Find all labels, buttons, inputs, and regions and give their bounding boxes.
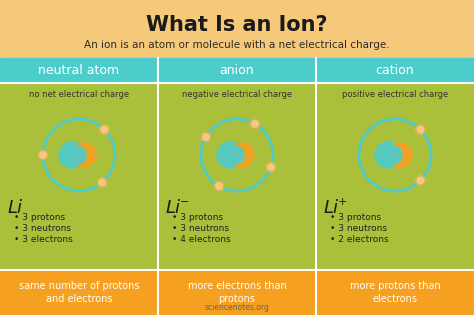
- Text: no net electrical charge: no net electrical charge: [29, 90, 129, 99]
- Circle shape: [226, 146, 244, 164]
- Bar: [316, 83, 474, 270]
- Text: • 4 electrons: • 4 electrons: [172, 235, 231, 244]
- Circle shape: [100, 125, 109, 134]
- Text: Li: Li: [8, 199, 23, 217]
- Circle shape: [388, 143, 412, 167]
- Bar: [316, 270, 474, 315]
- Bar: [158, 270, 316, 315]
- Text: negative electrical charge: negative electrical charge: [182, 90, 292, 99]
- Bar: [0, 83, 158, 270]
- Text: • 2 electrons: • 2 electrons: [330, 235, 389, 244]
- Circle shape: [266, 163, 275, 172]
- Circle shape: [59, 142, 85, 168]
- Circle shape: [201, 133, 210, 141]
- Circle shape: [375, 142, 401, 168]
- Text: • 3 protons: • 3 protons: [172, 213, 223, 222]
- Circle shape: [215, 182, 224, 191]
- Text: What Is an Ion?: What Is an Ion?: [146, 15, 328, 35]
- Text: more protons than
electrons: more protons than electrons: [350, 281, 440, 304]
- Text: more electrons than
protons: more electrons than protons: [188, 281, 286, 304]
- Circle shape: [38, 151, 47, 159]
- Circle shape: [250, 119, 259, 128]
- Bar: [158, 83, 316, 270]
- Text: An ion is an atom or molecule with a net electrical charge.: An ion is an atom or molecule with a net…: [84, 40, 390, 50]
- Text: same number of protons
and electrons: same number of protons and electrons: [19, 281, 139, 304]
- Text: +: +: [338, 197, 347, 207]
- Text: • 3 protons: • 3 protons: [14, 213, 65, 222]
- Circle shape: [217, 142, 243, 168]
- Text: • 3 neutrons: • 3 neutrons: [330, 224, 387, 233]
- Bar: [316, 58, 474, 83]
- Circle shape: [230, 143, 254, 167]
- Circle shape: [72, 143, 96, 167]
- Circle shape: [98, 178, 107, 187]
- Bar: [0, 58, 158, 83]
- Text: sciencenotes.org: sciencenotes.org: [205, 303, 269, 312]
- Text: • 3 protons: • 3 protons: [330, 213, 381, 222]
- Text: −: −: [180, 197, 190, 207]
- Circle shape: [384, 146, 402, 164]
- Text: Li: Li: [166, 199, 181, 217]
- Bar: [0, 270, 158, 315]
- Text: • 3 electrons: • 3 electrons: [14, 235, 73, 244]
- Bar: [158, 58, 316, 83]
- Circle shape: [68, 146, 86, 164]
- Text: • 3 neutrons: • 3 neutrons: [172, 224, 229, 233]
- Text: Li: Li: [324, 199, 339, 217]
- Circle shape: [416, 125, 425, 134]
- Text: anion: anion: [219, 64, 255, 77]
- Circle shape: [416, 176, 425, 185]
- Text: • 3 neutrons: • 3 neutrons: [14, 224, 71, 233]
- Text: neutral atom: neutral atom: [38, 64, 119, 77]
- Text: cation: cation: [376, 64, 414, 77]
- Text: positive electrical charge: positive electrical charge: [342, 90, 448, 99]
